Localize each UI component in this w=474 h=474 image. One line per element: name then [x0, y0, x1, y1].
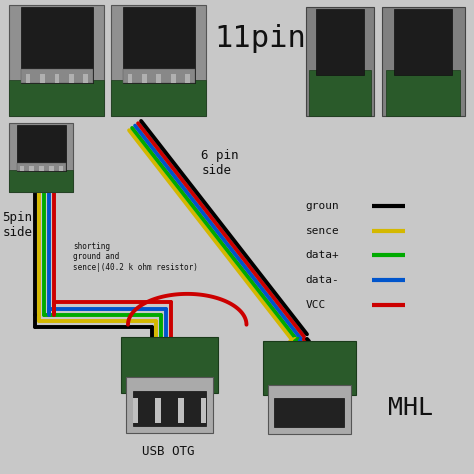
Bar	[128, 74, 132, 83]
Text: USB OTG: USB OTG	[142, 445, 194, 457]
Bar	[133, 391, 206, 426]
Bar	[9, 170, 73, 192]
Bar	[40, 74, 45, 83]
Bar	[268, 385, 351, 434]
Bar	[156, 74, 161, 83]
Text: groun: groun	[306, 201, 339, 211]
Bar	[316, 9, 364, 75]
Text: data-: data-	[306, 275, 339, 285]
Bar	[171, 74, 175, 83]
Bar	[49, 166, 54, 172]
Bar	[121, 337, 218, 392]
Text: VCC: VCC	[306, 300, 326, 310]
Bar	[133, 398, 138, 423]
Bar	[9, 123, 73, 192]
Bar	[83, 74, 88, 83]
Bar	[9, 81, 104, 116]
Bar	[55, 74, 59, 83]
Bar	[123, 7, 195, 83]
Bar	[21, 69, 93, 83]
Bar	[39, 166, 44, 172]
Bar	[59, 166, 64, 172]
Text: sence: sence	[306, 226, 339, 236]
Text: 5pin
side: 5pin side	[2, 211, 32, 239]
Bar	[309, 70, 371, 116]
Bar	[111, 5, 206, 116]
Text: shorting
ground and
sence|(40.2 k ohm resistor): shorting ground and sence|(40.2 k ohm re…	[73, 242, 198, 272]
Bar	[69, 74, 73, 83]
Text: MHL: MHL	[388, 396, 432, 420]
Bar	[185, 74, 190, 83]
Bar	[9, 5, 104, 116]
Text: 11pin: 11pin	[215, 24, 307, 53]
Bar	[394, 9, 452, 75]
Bar	[142, 74, 147, 83]
Bar	[274, 398, 345, 427]
Bar	[21, 7, 93, 83]
Bar	[155, 398, 161, 423]
Bar	[382, 7, 465, 116]
Text: data+: data+	[306, 250, 339, 261]
Bar	[17, 125, 66, 172]
Bar	[29, 166, 34, 172]
Bar	[26, 74, 30, 83]
Bar	[386, 70, 460, 116]
Bar	[126, 377, 213, 433]
Bar	[123, 69, 195, 83]
Bar	[178, 398, 183, 423]
Text: 6 pin
side: 6 pin side	[201, 149, 239, 177]
Bar	[306, 7, 374, 116]
Bar	[19, 166, 24, 172]
Bar	[111, 81, 206, 116]
Bar	[201, 398, 206, 423]
Bar	[263, 341, 356, 395]
Bar	[17, 163, 66, 172]
